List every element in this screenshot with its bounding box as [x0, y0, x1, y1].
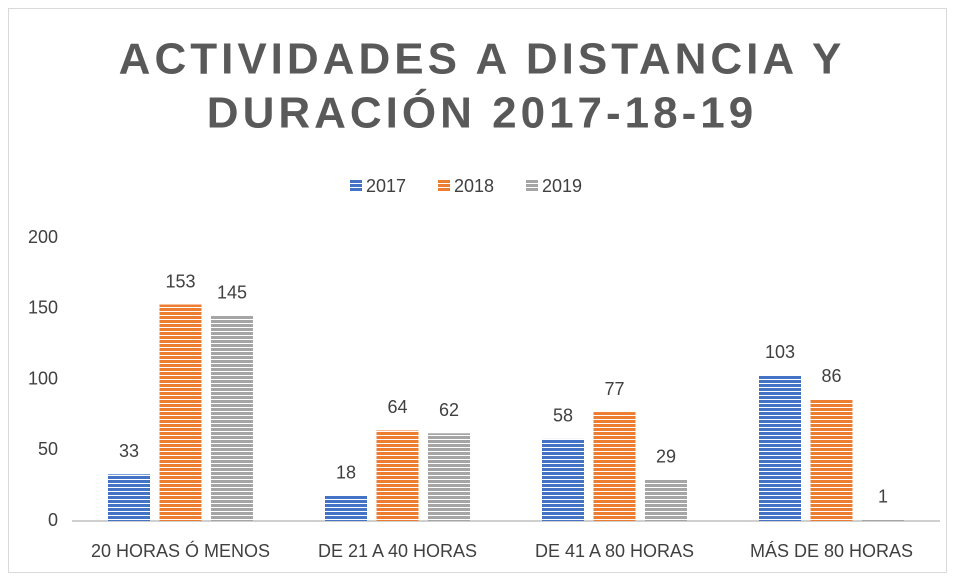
legend-swatch — [350, 180, 362, 192]
bar — [376, 430, 419, 521]
chart-title: ACTIVIDADES A DISTANCIA Y — [119, 35, 846, 84]
bar — [593, 412, 636, 521]
bar — [862, 519, 904, 521]
y-tick-label: 200 — [28, 227, 58, 247]
bar — [159, 304, 202, 521]
x-tick-label: DE 41 A 80 HORAS — [535, 541, 694, 561]
legend-label: 2019 — [542, 176, 582, 196]
y-tick-label: 50 — [38, 439, 58, 459]
data-label: 86 — [821, 366, 841, 386]
data-label: 1 — [878, 486, 888, 506]
data-label: 58 — [553, 406, 573, 426]
legend-swatch — [526, 180, 538, 192]
x-tick-label: DE 21 A 40 HORAS — [318, 541, 477, 561]
x-tick-label: 20 HORAS Ó MENOS — [91, 540, 270, 561]
y-tick-label: 100 — [28, 368, 58, 388]
legend-label: 2018 — [454, 176, 494, 196]
legend-label: 2017 — [366, 176, 406, 196]
data-label: 29 — [656, 447, 676, 467]
bar — [428, 433, 470, 521]
bar — [759, 375, 801, 521]
bar — [542, 438, 584, 521]
data-label: 77 — [604, 379, 624, 399]
data-label: 62 — [439, 400, 459, 420]
bar — [645, 479, 687, 521]
y-tick-label: 150 — [28, 298, 58, 318]
data-label: 145 — [217, 283, 247, 303]
bar — [108, 474, 150, 521]
data-label: 18 — [336, 462, 356, 482]
data-label: 153 — [165, 271, 195, 291]
bar — [810, 399, 853, 521]
bar — [211, 315, 253, 521]
chart-title: DURACIÓN 2017-18-19 — [207, 88, 757, 138]
data-label: 64 — [387, 397, 407, 417]
data-label: 33 — [119, 441, 139, 461]
legend-swatch — [438, 180, 450, 192]
x-tick-label: MÁS DE 80 HORAS — [750, 541, 913, 561]
bar — [325, 495, 367, 521]
y-tick-label: 0 — [48, 510, 58, 530]
data-label: 103 — [765, 342, 795, 362]
